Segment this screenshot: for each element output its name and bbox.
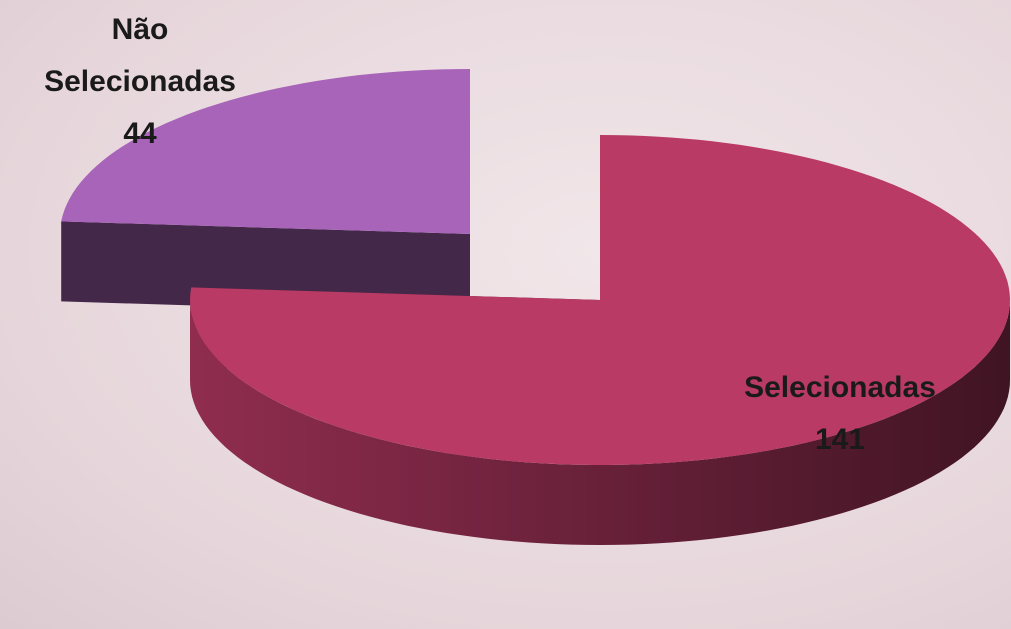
category-label: Não Selecionadas	[44, 13, 236, 98]
category-label: Selecionadas	[744, 371, 936, 404]
slice-side	[190, 300, 1010, 545]
slice-label: Não Selecionadas 44	[20, 4, 260, 160]
pie-slice	[61, 69, 470, 234]
slice-side	[61, 221, 470, 314]
value-label: 44	[123, 117, 157, 150]
pie-slice	[190, 135, 1010, 465]
slice-label: Selecionadas 141	[680, 362, 1000, 466]
value-label: 141	[814, 423, 866, 456]
